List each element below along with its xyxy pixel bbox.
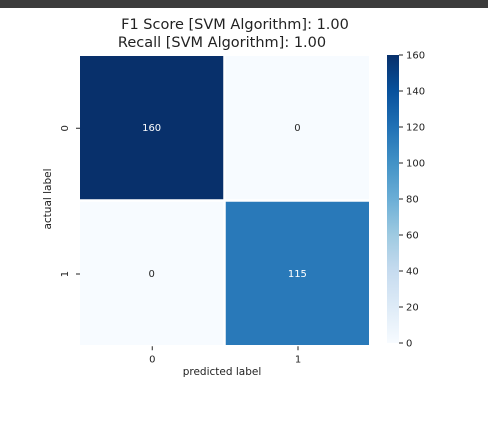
colorbar-tick-label-160: 160	[406, 51, 425, 62]
cell-value-label-r0-c1: 0	[294, 123, 300, 134]
y-tick-label-1: 1	[60, 271, 71, 277]
y-tick-label-0: 0	[60, 125, 71, 131]
colorbar-tick-label-120: 120	[406, 123, 425, 134]
heatmap-cell-r0-c0	[80, 56, 224, 200]
colorbar-tick-label-140: 140	[406, 87, 425, 98]
colorbar-tick-label-40: 40	[406, 267, 419, 278]
heatmap-cell-r1-c0	[80, 201, 224, 345]
cell-value-label-r1-c1: 115	[288, 269, 307, 280]
heatmap-cell-r1-c1	[225, 201, 369, 345]
colorbar: 0 20 40 60 80 100 120 140 160	[387, 51, 425, 350]
colorbar-tick-label-100: 100	[406, 159, 425, 170]
x-tick-label-0: 0	[149, 354, 155, 365]
colorbar-gradient	[387, 55, 399, 343]
colorbar-tick-label-20: 20	[406, 303, 419, 314]
colorbar-tick-label-80: 80	[406, 195, 419, 206]
y-axis-ticks: 01	[60, 125, 80, 277]
colorbar-tick-label-60: 60	[406, 231, 419, 242]
y-axis-label: actual label	[42, 168, 54, 229]
heatmap-cell-r0-c1	[225, 56, 369, 200]
x-tick-label-1: 1	[295, 354, 301, 365]
heatmap-cells	[80, 56, 369, 345]
colorbar-tick-label-0: 0	[406, 339, 412, 350]
chart-title-line-1: F1 Score [SVM Algorithm]: 1.00	[121, 17, 349, 33]
cell-value-label-r1-c0: 0	[148, 269, 154, 280]
x-axis-label: predicted label	[183, 366, 262, 378]
window-top-bar	[0, 0, 488, 8]
cell-value-label-r0-c0: 160	[142, 123, 161, 134]
heatmap-cell-labels: 160 0 0 115	[142, 123, 307, 280]
chart-title-line-2: Recall [SVM Algorithm]: 1.00	[118, 35, 326, 51]
